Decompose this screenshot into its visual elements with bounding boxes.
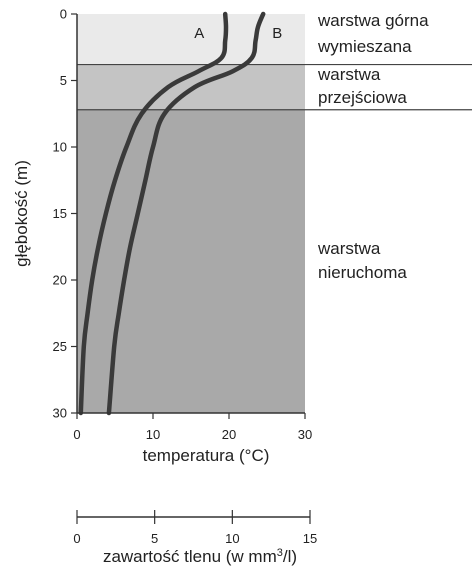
x-tick-label-20: 20 xyxy=(222,427,236,442)
oxygen-tick-label-15: 15 xyxy=(303,531,317,546)
x-tick-label-0: 0 xyxy=(73,427,80,442)
zone-label-2-line-2: przejściowa xyxy=(318,88,407,107)
oxygen-axis-title: zawartość tlenu (w mm3/l) xyxy=(103,547,297,566)
y-tick-label-5: 5 xyxy=(60,73,67,88)
curve-b xyxy=(106,11,266,416)
x-tick-label-30: 30 xyxy=(298,427,312,442)
zone-label-2-line-1: warstwa xyxy=(317,65,381,84)
curves-layer xyxy=(78,11,266,416)
zone-band-1 xyxy=(77,14,305,65)
y-tick-label-25: 25 xyxy=(53,339,67,354)
curve-label-b: B xyxy=(272,25,282,42)
y-tick-label-15: 15 xyxy=(53,206,67,221)
y-tick-label-0: 0 xyxy=(60,7,67,22)
zone-label-3-line-2: nieruchoma xyxy=(318,263,407,282)
y-tick-label-20: 20 xyxy=(53,273,67,288)
curve-a xyxy=(78,11,229,416)
oxygen-tick-label-10: 10 xyxy=(225,531,239,546)
zone-label-1-line-2: wymieszana xyxy=(317,37,412,56)
y-tick-label-10: 10 xyxy=(53,140,67,155)
y-tick-label-30: 30 xyxy=(53,406,67,421)
oxygen-tick-label-5: 5 xyxy=(151,531,158,546)
oxygen-tick-label-0: 0 xyxy=(73,531,80,546)
x-tick-label-10: 10 xyxy=(146,427,160,442)
zone-label-3-line-1: warstwa xyxy=(317,239,381,258)
y-axis-title: głębokość (m) xyxy=(12,160,31,267)
zone-label-1-line-1: warstwa górna xyxy=(317,11,429,30)
curve-label-a: A xyxy=(194,25,204,42)
axes-layer: 0 5 10 15 20 25 30 0 10 20 30 temperatura (°C) głębo… xyxy=(12,7,317,567)
x-axis-title: temperatura (°C) xyxy=(143,446,270,465)
